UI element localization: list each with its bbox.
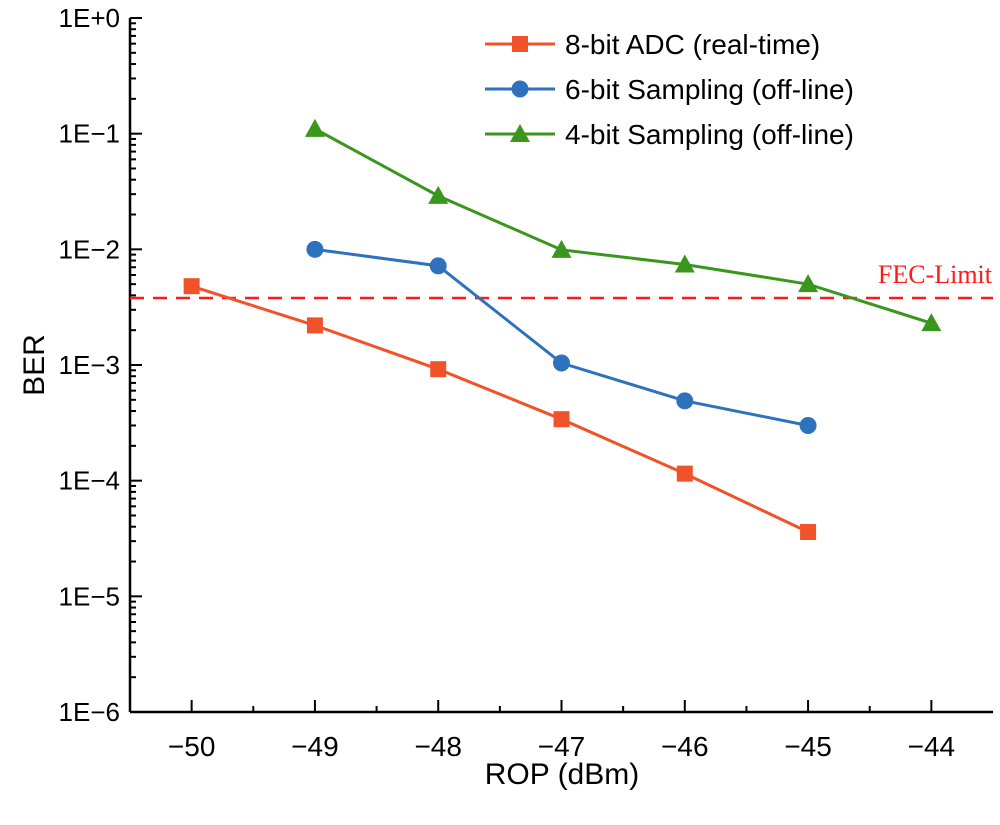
x-tick-label: −49 [291, 731, 339, 762]
x-tick-label: −44 [908, 731, 956, 762]
legend-marker [512, 36, 528, 52]
x-tick-label: −50 [168, 731, 216, 762]
x-tick-label: −46 [661, 731, 709, 762]
data-point [306, 317, 323, 334]
data-point [551, 239, 572, 258]
data-point [304, 118, 325, 137]
series-line [314, 127, 932, 325]
data-point [306, 240, 324, 258]
x-tick-label: −47 [538, 731, 586, 762]
series-3 [304, 118, 942, 332]
legend-label: 4-bit Sampling (off-line) [565, 119, 854, 150]
legend-item: 4-bit Sampling (off-line) [485, 119, 854, 150]
data-point [430, 361, 447, 378]
y-tick-label: 1E−6 [59, 697, 120, 727]
legend-marker [511, 80, 529, 98]
y-tick-label: 1E−4 [59, 466, 120, 496]
data-point [921, 313, 942, 332]
data-point [798, 274, 819, 293]
legend-item: 6-bit Sampling (off-line) [485, 74, 854, 105]
legend-label: 8-bit ADC (real-time) [565, 29, 820, 60]
data-point [183, 278, 200, 295]
legend-label: 6-bit Sampling (off-line) [565, 74, 854, 105]
series-line [314, 247, 809, 427]
y-tick-label: 1E−1 [59, 119, 120, 149]
data-point [553, 411, 570, 428]
y-tick-label: 1E+0 [59, 3, 120, 33]
legend-marker [510, 124, 530, 142]
series-line [191, 284, 809, 534]
plot-area: −50 −49 −48 −47 −46 −45 −44 1E+0 1E−1 1E−2 1E−3 1E−… [59, 3, 993, 762]
data-point [429, 257, 447, 275]
data-point [676, 392, 694, 410]
legend-item: 8-bit ADC (real-time) [485, 29, 820, 60]
series-2 [306, 240, 817, 434]
x-tick-label: −48 [414, 731, 462, 762]
data-point [553, 354, 570, 372]
data-point [799, 416, 817, 434]
y-tick-label: 1E−5 [59, 581, 120, 611]
y-tick-label: 1E−3 [59, 350, 120, 380]
data-point [800, 523, 817, 540]
x-tick-label: −45 [784, 731, 832, 762]
data-point [428, 185, 449, 204]
fec-limit-label: FEC-Limit [878, 260, 993, 289]
series-1 [183, 278, 817, 540]
y-axis-label: BER [18, 334, 51, 396]
data-point [676, 465, 693, 482]
data-point [674, 254, 695, 273]
legend: 8-bit ADC (real-time) 6-bit Sampling (off… [485, 29, 854, 150]
x-axis-label: ROP (dBm) [485, 758, 639, 791]
y-tick-label: 1E−2 [59, 234, 120, 264]
